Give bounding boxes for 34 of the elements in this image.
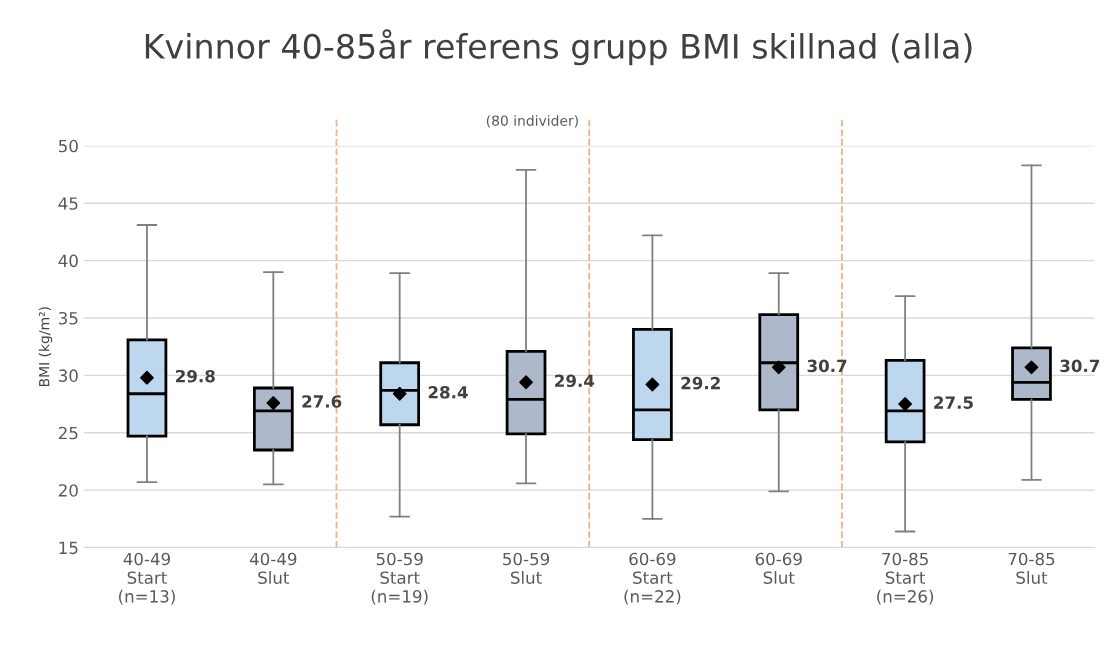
x-tick-label: 60-69 Start (n=22) xyxy=(624,552,681,605)
y-tick-label: 30 xyxy=(58,369,78,382)
point xyxy=(898,397,913,411)
x-tick-label: 60-69 Slut xyxy=(755,552,802,584)
data-label: 27.5 xyxy=(934,396,973,409)
data-label: 29.2 xyxy=(681,376,720,390)
x-tick-label: 40-49 Slut xyxy=(249,552,297,584)
y-axis-title: BMI (kg/m²) xyxy=(38,307,53,387)
point xyxy=(266,396,281,410)
y-tick-label: 35 xyxy=(58,311,78,325)
x-tick-label: 40-49 Start (n=13) xyxy=(119,552,175,605)
text: (80 individer) xyxy=(486,115,578,128)
data-label: 28.4 xyxy=(428,385,468,399)
x-tick-label: 50-59 Start (n=19) xyxy=(371,552,428,605)
chart-title: Kvinnor 40-85år referens grupp BMI skillnad (alla) xyxy=(145,29,972,66)
y-tick-label: 15 xyxy=(59,541,78,555)
point xyxy=(771,360,786,375)
point xyxy=(140,370,154,385)
data-label: 29.8 xyxy=(176,369,215,383)
x-tick-label: 70-85 Slut xyxy=(1008,552,1055,584)
y-tick-label: 50 xyxy=(58,139,78,153)
y-tick-label: 40 xyxy=(58,254,78,268)
point xyxy=(519,375,533,390)
x-tick-label: 70-85 Start (n=26) xyxy=(877,552,934,605)
point xyxy=(645,377,660,392)
data-label: 30.7 xyxy=(807,359,847,373)
y-tick-label: 45 xyxy=(58,197,78,210)
y-tick-label: 20 xyxy=(58,484,78,497)
x-tick-label: 50-59 Slut xyxy=(503,552,550,584)
data-label: 30.7 xyxy=(1060,359,1100,373)
data-label: 29.4 xyxy=(555,374,595,388)
point xyxy=(392,386,407,401)
data-label: 27.6 xyxy=(302,395,342,408)
y-tick-label: 25 xyxy=(58,426,78,440)
